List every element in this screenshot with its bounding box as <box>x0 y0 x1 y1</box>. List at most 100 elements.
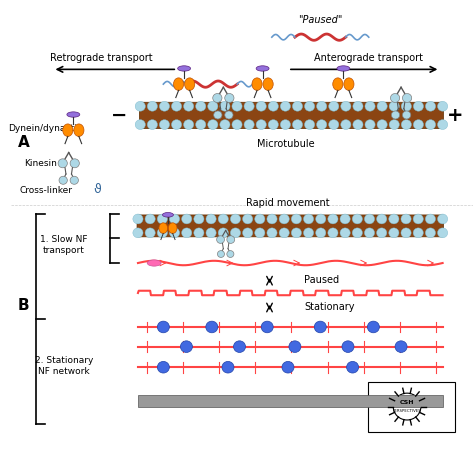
Circle shape <box>413 120 423 130</box>
Circle shape <box>389 101 399 111</box>
Circle shape <box>145 228 155 238</box>
Circle shape <box>292 228 301 238</box>
Circle shape <box>220 120 230 130</box>
Circle shape <box>256 120 266 130</box>
Circle shape <box>279 228 289 238</box>
Circle shape <box>438 214 447 224</box>
Circle shape <box>230 228 240 238</box>
Circle shape <box>214 111 222 119</box>
Circle shape <box>280 120 291 130</box>
Circle shape <box>282 361 294 373</box>
Text: PERSPECTIVES: PERSPECTIVES <box>392 409 421 413</box>
Circle shape <box>353 120 363 130</box>
Circle shape <box>304 120 315 130</box>
Ellipse shape <box>263 78 273 90</box>
Circle shape <box>314 321 326 333</box>
Circle shape <box>341 101 351 111</box>
Circle shape <box>244 101 254 111</box>
Circle shape <box>133 214 143 224</box>
Circle shape <box>159 101 170 111</box>
Circle shape <box>401 228 411 238</box>
Text: Anterograde transport: Anterograde transport <box>314 53 423 63</box>
Circle shape <box>328 120 339 130</box>
Circle shape <box>256 101 266 111</box>
Circle shape <box>208 101 218 111</box>
Circle shape <box>194 214 204 224</box>
FancyBboxPatch shape <box>137 215 444 237</box>
Circle shape <box>217 236 225 243</box>
Circle shape <box>268 120 278 130</box>
Circle shape <box>244 120 254 130</box>
Circle shape <box>289 341 301 352</box>
Text: 1. Slow NF
transport: 1. Slow NF transport <box>40 235 88 255</box>
Text: Dynein/dynactin: Dynein/dynactin <box>9 124 83 133</box>
Circle shape <box>395 341 407 352</box>
Ellipse shape <box>252 78 262 90</box>
Text: CSH: CSH <box>400 400 414 405</box>
Circle shape <box>220 101 230 111</box>
Circle shape <box>328 228 338 238</box>
Circle shape <box>303 228 314 238</box>
Circle shape <box>352 228 363 238</box>
Ellipse shape <box>337 66 350 71</box>
Circle shape <box>401 101 411 111</box>
Circle shape <box>377 228 387 238</box>
Circle shape <box>157 214 167 224</box>
Text: B: B <box>18 298 29 313</box>
Circle shape <box>261 321 273 333</box>
Circle shape <box>225 111 233 119</box>
Circle shape <box>292 120 302 130</box>
Circle shape <box>70 176 78 184</box>
Circle shape <box>222 361 234 373</box>
Circle shape <box>389 228 399 238</box>
Circle shape <box>169 214 180 224</box>
Text: "Paused": "Paused" <box>298 15 343 25</box>
Ellipse shape <box>74 124 84 136</box>
FancyBboxPatch shape <box>368 382 455 432</box>
Circle shape <box>377 120 387 130</box>
Circle shape <box>172 101 182 111</box>
Circle shape <box>316 228 326 238</box>
Circle shape <box>206 321 218 333</box>
Circle shape <box>352 214 363 224</box>
Circle shape <box>183 101 194 111</box>
Circle shape <box>172 120 182 130</box>
Circle shape <box>157 321 169 333</box>
Circle shape <box>389 214 399 224</box>
Circle shape <box>341 120 351 130</box>
Circle shape <box>133 228 143 238</box>
Circle shape <box>402 94 412 103</box>
Text: Kinesin: Kinesin <box>25 159 57 168</box>
Circle shape <box>317 120 327 130</box>
Circle shape <box>340 214 350 224</box>
Ellipse shape <box>256 66 269 71</box>
Text: Cross-linker: Cross-linker <box>19 185 72 194</box>
Circle shape <box>196 101 206 111</box>
Circle shape <box>206 228 216 238</box>
Circle shape <box>147 101 157 111</box>
Circle shape <box>389 120 399 130</box>
Circle shape <box>182 228 192 238</box>
Text: Stationary: Stationary <box>304 302 355 312</box>
Circle shape <box>267 214 277 224</box>
Circle shape <box>268 101 278 111</box>
Circle shape <box>196 120 206 130</box>
Text: ϑ: ϑ <box>93 183 101 196</box>
Text: Retrograde transport: Retrograde transport <box>50 53 152 63</box>
Text: Microtubule: Microtubule <box>257 139 314 149</box>
Text: A: A <box>18 135 30 150</box>
Circle shape <box>135 101 146 111</box>
Circle shape <box>425 228 436 238</box>
Ellipse shape <box>333 78 343 90</box>
Circle shape <box>413 214 423 224</box>
Ellipse shape <box>147 260 161 266</box>
Circle shape <box>183 120 194 130</box>
Circle shape <box>342 341 354 352</box>
Circle shape <box>225 94 234 103</box>
Circle shape <box>304 101 315 111</box>
Circle shape <box>218 251 225 257</box>
Circle shape <box>438 101 447 111</box>
Ellipse shape <box>159 223 168 234</box>
Circle shape <box>218 214 228 224</box>
Circle shape <box>365 101 375 111</box>
